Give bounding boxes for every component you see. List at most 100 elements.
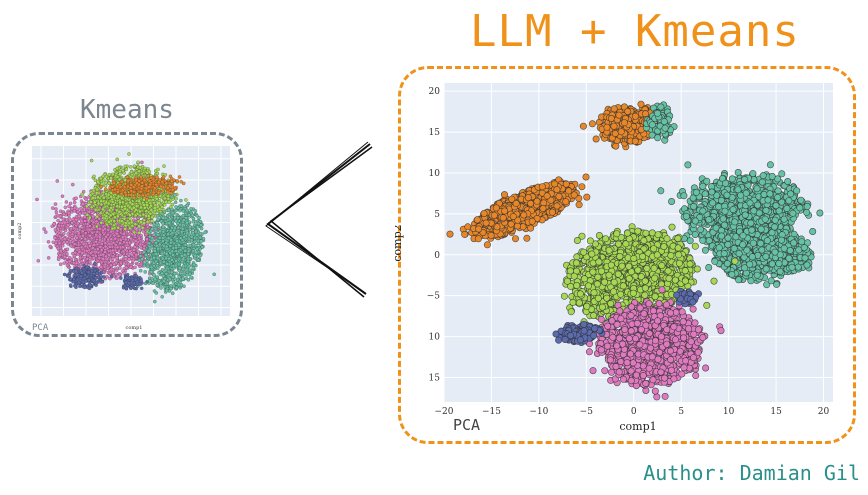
scatter-point <box>742 189 750 197</box>
scatter-point <box>686 237 694 245</box>
scatter-point <box>582 173 590 181</box>
scatter-point <box>768 260 776 268</box>
scatter-point <box>527 200 535 208</box>
scatter-point <box>724 234 732 242</box>
scatter-point <box>717 196 725 204</box>
scatter-point <box>796 204 804 212</box>
scatter-point <box>605 271 613 279</box>
scatter-point <box>730 245 738 253</box>
scatter-point <box>618 262 626 270</box>
scatter-point <box>801 254 809 262</box>
scatter-point <box>709 199 717 207</box>
scatter-point <box>474 235 482 243</box>
scatter-point <box>583 193 591 201</box>
scatter-point <box>657 103 665 111</box>
scatter-point <box>594 294 602 302</box>
scatter-point <box>816 209 824 217</box>
scatter-point <box>637 100 645 108</box>
scatter-point <box>623 229 631 237</box>
scatter-point <box>573 253 581 261</box>
scatter-point <box>654 134 662 142</box>
scatter-point <box>784 178 792 186</box>
scatter-point <box>674 244 682 252</box>
scatter-point <box>783 204 791 212</box>
scatter-point <box>625 275 633 283</box>
scatter-point <box>715 244 723 252</box>
scatter-point <box>575 201 583 209</box>
scatter-point <box>768 229 776 237</box>
scatter-point <box>650 245 658 253</box>
scatter-point <box>718 232 726 240</box>
scatter-point <box>734 169 742 177</box>
scatter-point <box>722 179 730 187</box>
scatter-point <box>762 206 770 214</box>
scatter-point <box>576 290 584 298</box>
scatter-point <box>665 275 673 283</box>
scatter-point <box>749 239 757 247</box>
scatter-point <box>723 191 731 199</box>
scatter-point <box>527 224 535 232</box>
scatter-point <box>631 137 639 145</box>
scatter-point <box>661 392 669 400</box>
scatter-point <box>803 208 811 216</box>
scatter-point <box>570 191 578 199</box>
scatter-point <box>607 261 615 269</box>
scatter-point <box>642 229 650 237</box>
scatter-point <box>625 262 633 270</box>
scatter-point <box>590 289 598 297</box>
scatter-point <box>681 277 689 285</box>
scatter-point <box>588 120 596 128</box>
scatter-point <box>710 277 718 285</box>
scatter-point <box>741 211 749 219</box>
scatter-point <box>461 230 469 238</box>
scatter-point <box>464 223 472 231</box>
scatter-point <box>631 112 639 120</box>
scatter-point <box>743 246 751 254</box>
scatter-point <box>776 267 784 275</box>
scatter-point <box>702 364 710 372</box>
scatter-point <box>658 286 666 294</box>
scatter-point <box>766 161 774 169</box>
scatter-point <box>775 260 783 268</box>
scatter-point <box>699 207 707 215</box>
right-frame <box>398 66 856 444</box>
scatter-point <box>492 204 500 212</box>
scatter-point <box>614 270 622 278</box>
scatter-point <box>734 186 742 194</box>
scatter-point <box>739 232 747 240</box>
scatter-point <box>629 289 637 297</box>
left-frame <box>11 132 243 337</box>
scatter-point <box>660 243 668 251</box>
scatter-point <box>585 282 593 290</box>
scatter-point <box>747 277 755 285</box>
scatter-point <box>664 267 672 275</box>
right-title: LLM + Kmeans <box>470 6 800 57</box>
scatter-point <box>703 301 711 309</box>
scatter-point <box>731 218 739 226</box>
scatter-point <box>732 233 740 241</box>
scatter-point <box>724 241 732 249</box>
scatter-point <box>499 214 507 222</box>
scatter-point <box>717 327 725 335</box>
scatter-point <box>595 232 603 240</box>
scatter-point <box>586 237 594 245</box>
scatter-point <box>607 300 615 308</box>
scatter-point <box>641 291 649 299</box>
scatter-point <box>620 119 628 127</box>
scatter-point <box>693 265 701 273</box>
scatter-point <box>777 236 785 244</box>
scatter-point <box>771 216 779 224</box>
scatter-point <box>603 123 611 131</box>
scatter-point <box>748 226 756 234</box>
scatter-point <box>774 187 782 195</box>
scatter-point <box>735 276 743 284</box>
scatter-point <box>731 257 739 265</box>
scatter-point <box>720 250 728 258</box>
scatter-point <box>592 135 600 143</box>
scatter-point <box>501 191 509 199</box>
scatter-point <box>509 213 517 221</box>
scatter-point <box>567 308 575 316</box>
scatter-point <box>699 236 707 244</box>
scatter-point <box>780 244 788 252</box>
scatter-point <box>774 194 782 202</box>
